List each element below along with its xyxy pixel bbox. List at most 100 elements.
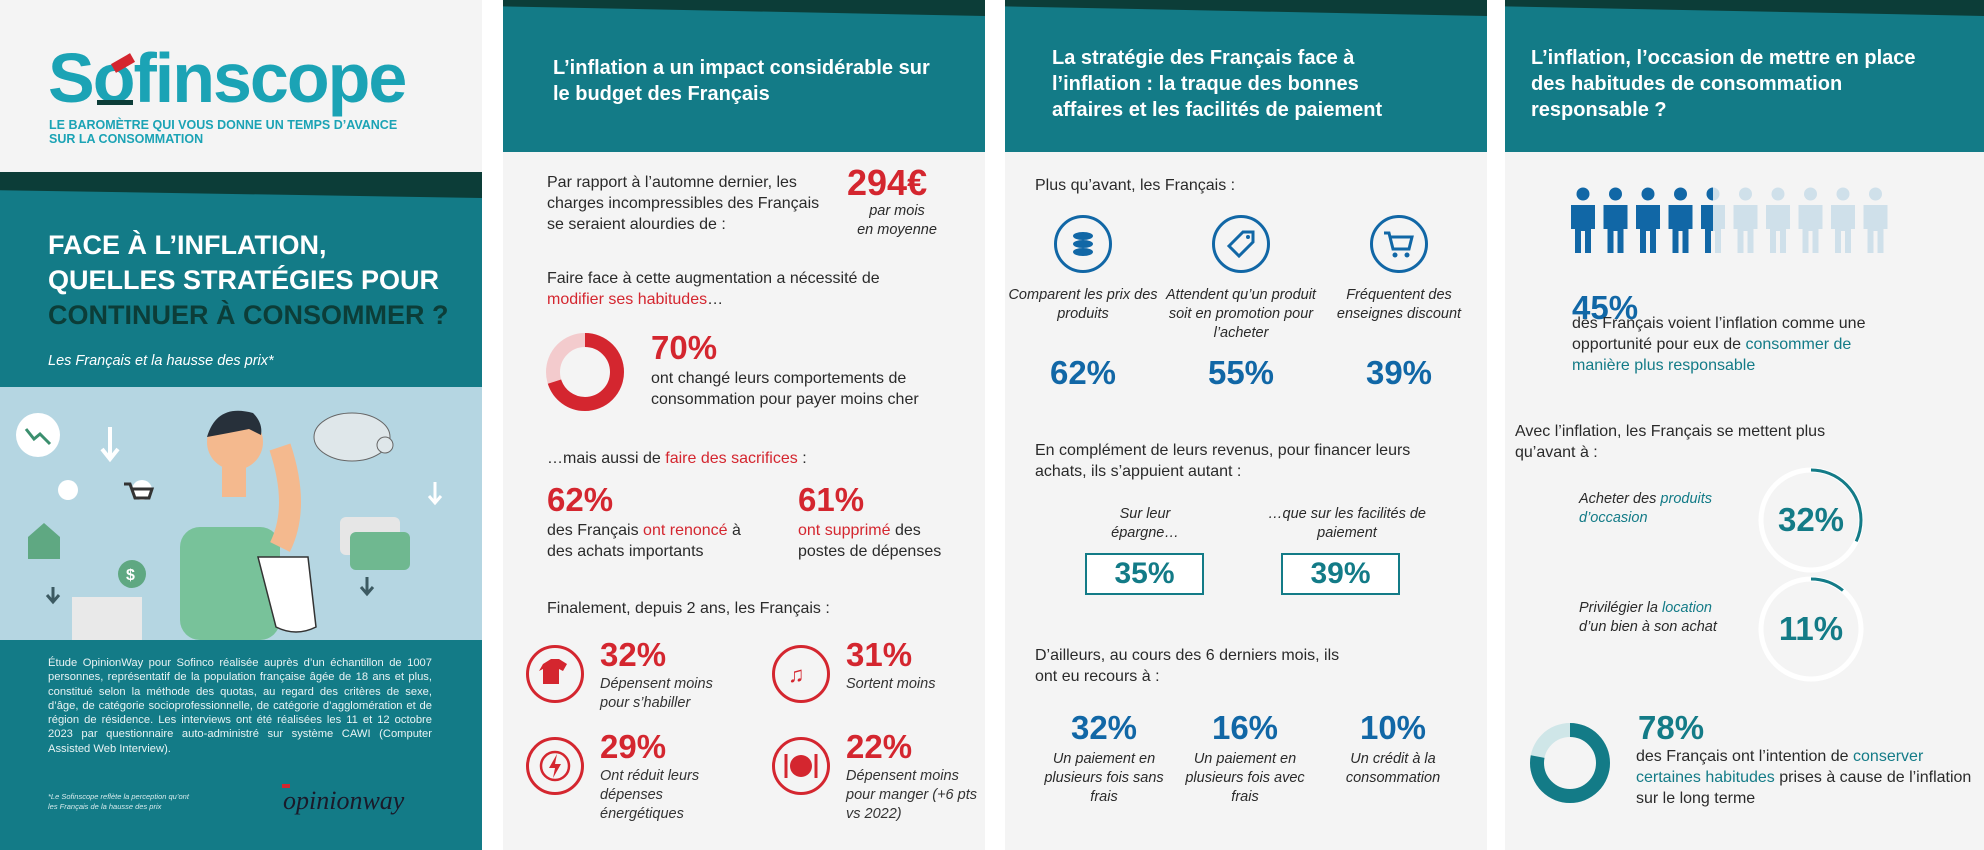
people-pictogram xyxy=(1571,187,1888,253)
panel-title: La stratégie des Français face à l’infla… xyxy=(1052,47,1383,121)
recourse-label: Un crédit à la consommation xyxy=(1345,751,1441,786)
donut-text: des Français ont l’intention de conserve… xyxy=(1636,746,1976,809)
item-pct: 32% xyxy=(600,636,667,673)
title-line: FACE À L’INFLATION, xyxy=(48,230,327,260)
recourse-pct: 32% xyxy=(1070,709,1138,746)
person-icon-filled xyxy=(1636,187,1660,253)
price-tag-badge xyxy=(1212,215,1270,273)
budget-panel: L’inflation a un impact considérable sur… xyxy=(503,0,985,850)
cover-panel: Sofinscope LE BAROMÈTRE QUI VOUS DONNE U… xyxy=(0,0,482,850)
finance-intro: En complément de leurs revenus, pour fin… xyxy=(1035,442,1411,480)
box-label: …que sur les facilités de paiement xyxy=(1268,506,1426,541)
habit-ring-gauge xyxy=(1758,467,1864,573)
habits-intro: Avec l’inflation, les Français se metten… xyxy=(1515,423,1826,461)
stat-text: des Français voient l’inflation comme un… xyxy=(1572,313,1902,376)
box-label: Sur leur épargne… xyxy=(1111,506,1179,541)
tagline-line: LE BAROMÈTRE QUI VOUS DONNE UN TEMPS D’A… xyxy=(49,118,398,132)
shirt-icon xyxy=(539,659,567,684)
recourse-label: Un paiement en plusieurs fois sans frais xyxy=(1044,751,1164,805)
text: des Français ont l’intention de xyxy=(1636,748,1854,765)
title-line: QUELLES STRATÉGIES POUR xyxy=(48,265,440,295)
highlight: produits d’occasion xyxy=(1579,491,1713,526)
text: des Français voient l’inflation comme un… xyxy=(1572,315,1866,353)
stat-b-text: ont supprimé des postes de dépenses xyxy=(798,520,958,562)
worried-person-illustration: $ xyxy=(16,410,443,640)
habit-label: Privilégier la location d’un bien à son … xyxy=(1579,599,1729,637)
habit-pct: 32% xyxy=(1777,501,1845,538)
shopping-cart-badge xyxy=(1370,215,1428,273)
person-icon-filled xyxy=(1668,187,1693,253)
plate-badge xyxy=(772,737,830,795)
highlight: location xyxy=(1662,600,1712,616)
recourse-label: Un paiement en plusieurs fois avec frais xyxy=(1185,751,1305,805)
svg-text:♫: ♫ xyxy=(788,662,805,687)
shirt-badge xyxy=(526,645,584,703)
price-tag-icon xyxy=(1226,230,1255,259)
item-label: Ont réduit leurs dépenses énergétiques xyxy=(600,768,700,822)
plate-icon xyxy=(784,754,818,778)
methodology-band: Étude OpinionWay pour Sofinco réalisée a… xyxy=(0,640,482,850)
logo: Sofinscope xyxy=(48,39,407,117)
item-label: Dépensent moins pour manger (+6 pts vs 2… xyxy=(846,768,977,822)
box-pct: 35% xyxy=(1114,557,1175,590)
person-icon-partial xyxy=(1701,187,1725,253)
highlight: conserver certaines habitudes xyxy=(1636,748,1924,786)
text: d’un bien à son achat xyxy=(1579,619,1717,635)
panel-header: L’inflation a un impact considérable sur… xyxy=(503,0,985,152)
donut-text: ont changé leurs comportements de consom… xyxy=(651,370,919,408)
highlight: ont renoncé xyxy=(643,522,728,539)
item-pct: 55% xyxy=(1207,354,1275,391)
coins-badge xyxy=(1054,215,1112,273)
person-icon-empty xyxy=(1831,187,1855,253)
amount-sub-line: par mois xyxy=(869,203,925,219)
sacrifice-text: …mais aussi de faire des sacrifices : xyxy=(547,448,807,469)
music-icon: ♫ xyxy=(788,662,805,687)
methodology-text: Étude OpinionWay pour Sofinco réalisée a… xyxy=(48,657,432,755)
text: Faire face à cette augmentation a nécess… xyxy=(547,270,880,287)
text: à des achats importants xyxy=(547,522,741,560)
intro-text: Par rapport à l’automne dernier, les cha… xyxy=(547,174,820,233)
stat-pct: 45% xyxy=(1572,289,1639,326)
text: Acheter des xyxy=(1579,491,1661,507)
payment-facilities-box: 39% xyxy=(1281,553,1400,595)
cover-subtitle: Les Français et la hausse des prix* xyxy=(48,353,274,369)
tagline: LE BAROMÈTRE QUI VOUS DONNE UN TEMPS D’A… xyxy=(49,118,397,146)
amount-sub: par mois en moyenne xyxy=(853,202,941,240)
donut-chart-78 xyxy=(1530,723,1610,803)
savings-box: 35% xyxy=(1085,553,1204,595)
highlight: modifier ses habitudes xyxy=(547,291,708,308)
item-pct: 31% xyxy=(846,636,913,673)
title-band: FACE À L’INFLATION, QUELLES STRATÉGIES P… xyxy=(0,172,482,387)
lightning-badge xyxy=(526,737,584,795)
person-icon-empty xyxy=(1733,187,1758,253)
donut-pct: 78% xyxy=(1638,709,1705,746)
music-badge: ♫ xyxy=(772,645,830,703)
stat-a-pct: 62% xyxy=(547,481,614,518)
person-icon-empty xyxy=(1798,187,1823,253)
habits-text: Faire face à cette augmentation a nécess… xyxy=(547,268,907,310)
amount: 294€ xyxy=(847,162,928,203)
item-label: Sortent moins xyxy=(846,676,936,692)
item-pct: 62% xyxy=(1049,354,1117,391)
text: … xyxy=(707,291,724,308)
illustration: $ xyxy=(0,387,482,640)
shopping-cart-icon xyxy=(1384,231,1414,258)
text: Privilégier la xyxy=(1579,600,1662,616)
person-icon-empty xyxy=(1766,187,1790,253)
coins-icon xyxy=(1073,232,1093,256)
amount-sub-line: en moyenne xyxy=(857,222,937,238)
title-line: CONTINUER À CONSOMMER ? xyxy=(48,300,449,330)
panel-header: L’inflation, l’occasion de mettre en pla… xyxy=(1505,0,1984,152)
recourse-pct: 16% xyxy=(1211,709,1279,746)
item-label: Dépensent moins pour s’habiller xyxy=(600,676,713,711)
panel-title: L’inflation a un impact considérable sur… xyxy=(553,57,930,105)
intro-text: Plus qu’avant, les Français : xyxy=(1035,177,1236,194)
habit-pct: 11% xyxy=(1778,610,1844,647)
panel-header: La stratégie des Français face à l’infla… xyxy=(1005,0,1487,152)
responsible-panel: L’inflation, l’occasion de mettre en pla… xyxy=(1505,0,1984,850)
cover-title: FACE À L’INFLATION, QUELLES STRATÉGIES P… xyxy=(48,228,449,333)
person-icon-empty xyxy=(1863,187,1888,253)
highlight: ont supprimé xyxy=(798,522,891,539)
stat-a-text: des Français ont renoncé à des achats im… xyxy=(547,520,752,562)
donut-pct: 70% xyxy=(651,329,718,366)
